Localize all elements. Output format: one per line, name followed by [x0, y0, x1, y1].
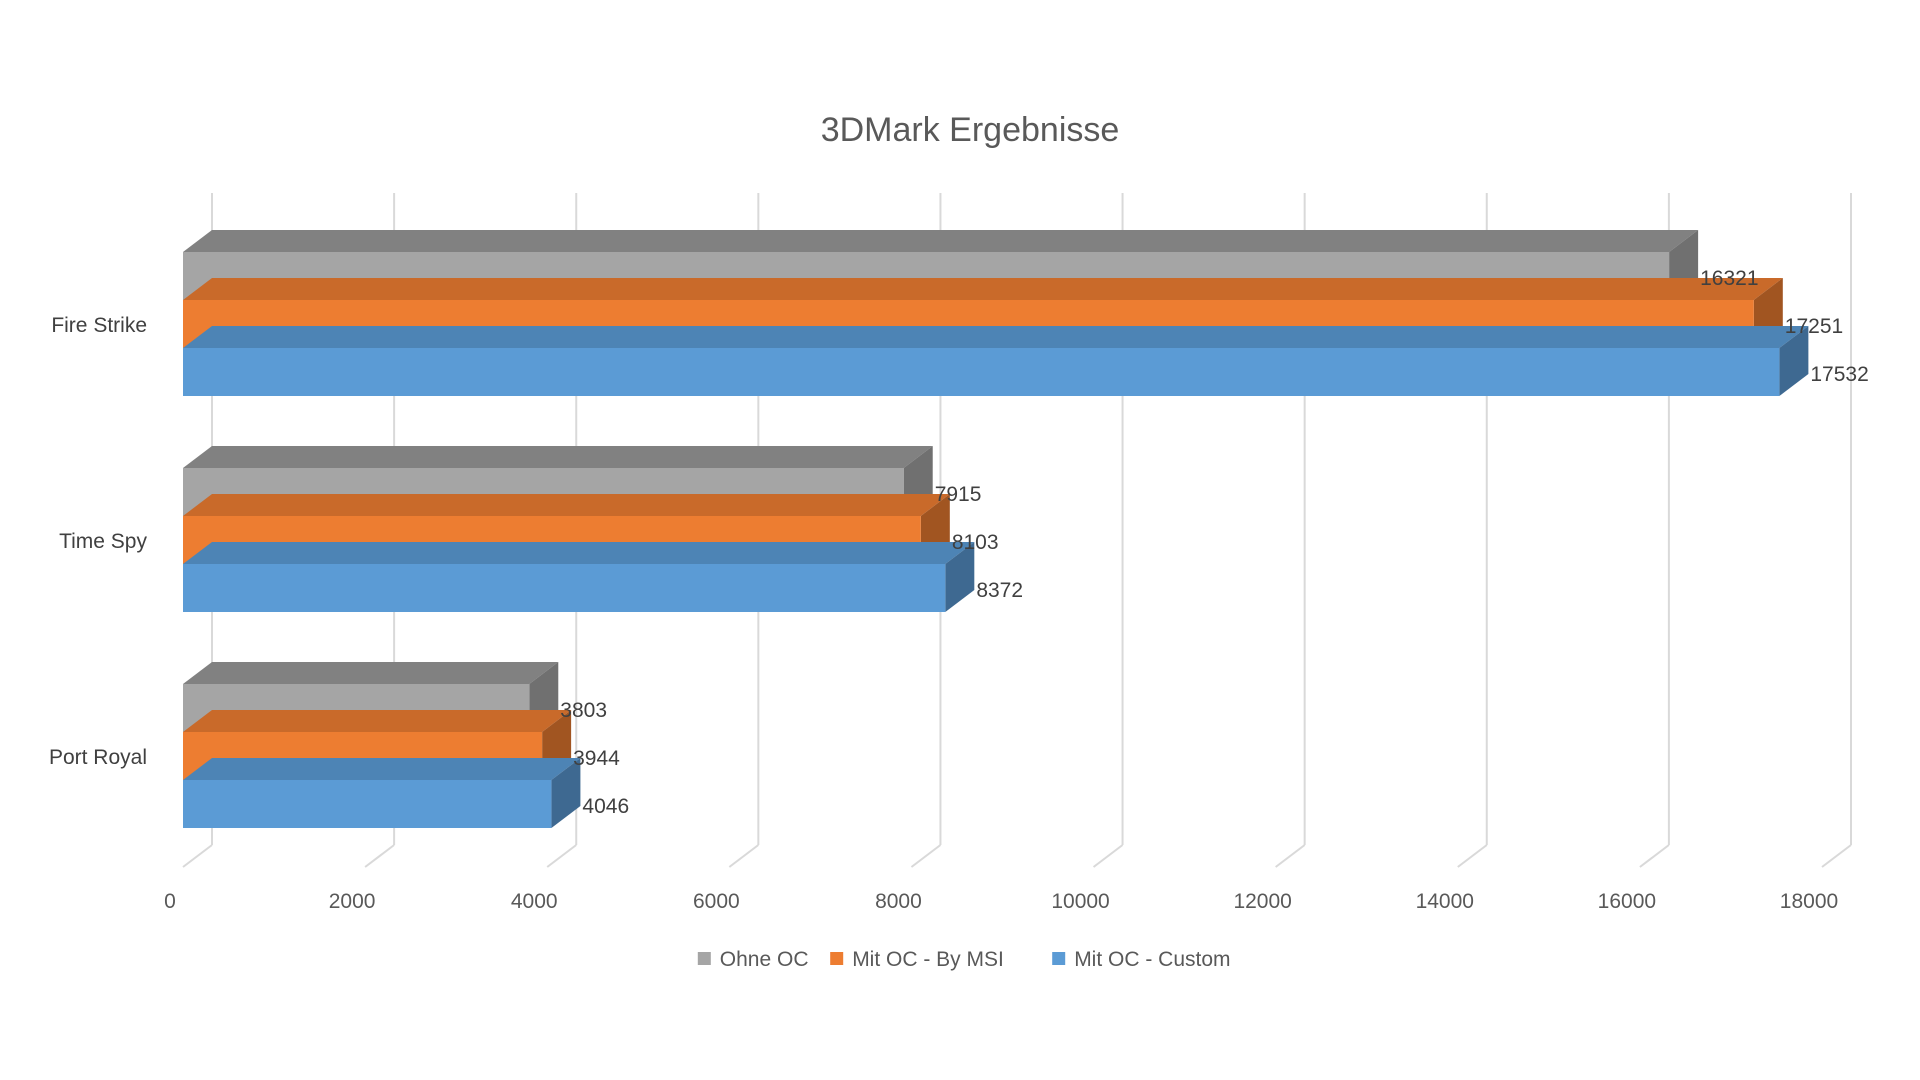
x-tick-label: 12000 [1233, 890, 1291, 913]
data-label: 3803 [560, 699, 607, 722]
x-axis-tick-labels: 0 2000 4000 6000 8000 10000 12000 14000 16000 180… [164, 890, 1838, 913]
x-tick-label: 16000 [1598, 890, 1656, 913]
x-tick-label: 18000 [1780, 890, 1838, 913]
x-tick-label: 14000 [1416, 890, 1474, 913]
data-label: 7915 [935, 483, 982, 506]
data-label: 3944 [573, 747, 620, 770]
bar-side-face [945, 542, 975, 612]
data-label: 8372 [976, 579, 1023, 602]
x-tick-label: 6000 [693, 890, 740, 913]
category-labels: Fire Strike Time Spy Port Royal [49, 314, 148, 769]
bar-top-face [183, 446, 933, 468]
gridline-floor [1639, 844, 1670, 868]
data-label: 17251 [1785, 315, 1843, 338]
legend-swatch [830, 952, 844, 965]
bars [183, 230, 1809, 828]
legend-label: Ohne OC [720, 948, 809, 971]
bar-top-face [183, 494, 950, 516]
category-label: Fire Strike [51, 314, 147, 337]
gridline-floor [1821, 844, 1852, 868]
x-tick-label: 8000 [875, 890, 922, 913]
gridline-floor [728, 844, 759, 868]
chart-title: 3DMark Ergebnisse [821, 111, 1120, 149]
gridline-floor [1457, 844, 1488, 868]
bar-side-face [1779, 326, 1809, 396]
category-label: Port Royal [49, 746, 147, 769]
category-label: Time Spy [59, 530, 147, 553]
bar-2-2 [183, 758, 581, 828]
x-tick-label: 10000 [1051, 890, 1109, 913]
bar-top-face [183, 542, 975, 564]
gridline-floor [1092, 844, 1124, 868]
bar-top-face [183, 326, 1809, 348]
x-tick-label: 2000 [329, 890, 376, 913]
legend-item: Ohne OC [697, 948, 809, 971]
data-label: 17532 [1810, 363, 1868, 386]
data-labels: 16321 17251 17532 7915 8103 8372 3803 3944 4046 [560, 267, 1869, 818]
data-label: 4046 [582, 795, 629, 818]
bar-front-face [183, 564, 946, 612]
legend-item: Mit OC - By MSI [830, 948, 1004, 971]
bar-top-face [183, 230, 1699, 252]
legend-swatch [697, 952, 711, 965]
bar-top-face [183, 278, 1783, 300]
legend-item: Mit OC - Custom [1052, 948, 1231, 971]
data-label: 8103 [952, 531, 999, 554]
bar-top-face [183, 710, 572, 732]
bar-front-face [183, 348, 1780, 396]
gridline-floor [364, 844, 395, 868]
legend-swatch [1052, 952, 1066, 965]
gridline-floor [1275, 844, 1306, 868]
legend-label: Mit OC - Custom [1074, 948, 1230, 971]
gridline-floor [182, 844, 213, 868]
bar-2-0 [183, 326, 1809, 396]
bar-side-face [551, 758, 581, 828]
bar-2-1 [183, 542, 975, 612]
bar-top-face [183, 662, 559, 684]
legend: Ohne OC Mit OC - By MSI Mit OC - Custom [697, 948, 1231, 971]
bar-top-face [183, 758, 581, 780]
gridline-floor [546, 844, 577, 868]
data-label: 16321 [1700, 267, 1758, 290]
gridline-floor [910, 844, 942, 868]
x-tick-label: 0 [164, 890, 176, 913]
x-tick-label: 4000 [511, 890, 558, 913]
legend-label: Mit OC - By MSI [852, 948, 1004, 971]
bar-front-face [183, 780, 552, 828]
